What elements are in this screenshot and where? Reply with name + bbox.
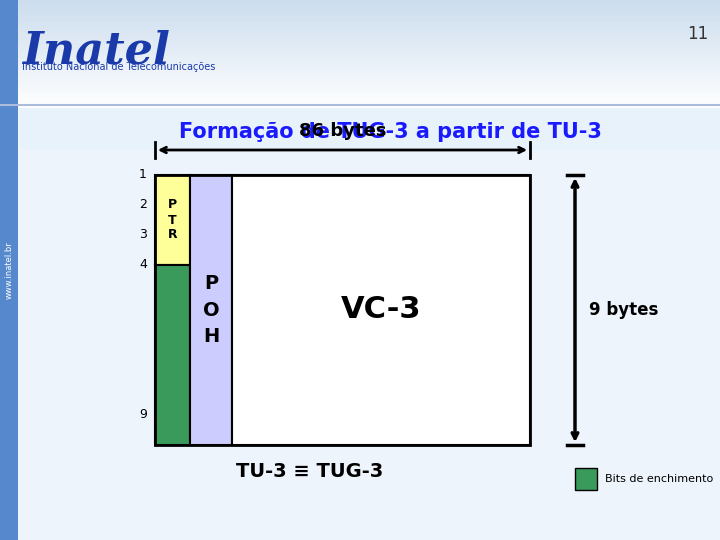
Bar xyxy=(0,85,720,86)
Text: TU-3 ≡ TUG-3: TU-3 ≡ TUG-3 xyxy=(236,462,384,481)
Bar xyxy=(232,175,530,445)
Bar xyxy=(190,175,232,445)
Bar xyxy=(0,16,720,18)
Bar xyxy=(0,76,720,77)
Bar xyxy=(0,66,720,69)
Text: 1: 1 xyxy=(139,168,147,181)
Text: 86 bytes: 86 bytes xyxy=(299,122,386,140)
Bar xyxy=(0,9,720,11)
Bar xyxy=(0,86,720,88)
Bar xyxy=(0,59,720,61)
Bar xyxy=(0,0,720,2)
Bar xyxy=(0,69,720,70)
Bar xyxy=(0,47,720,49)
Bar xyxy=(0,5,720,7)
Bar xyxy=(0,96,720,97)
Bar xyxy=(0,101,720,103)
Text: Instituto Nacional de Telecomunicações: Instituto Nacional de Telecomunicações xyxy=(22,62,215,72)
Bar xyxy=(0,106,720,108)
Text: 9 bytes: 9 bytes xyxy=(589,301,658,319)
Bar xyxy=(0,31,720,32)
Bar xyxy=(0,88,720,90)
Bar xyxy=(0,65,720,66)
Bar xyxy=(0,79,720,81)
Bar xyxy=(0,72,720,74)
Bar xyxy=(0,92,720,93)
Text: 9: 9 xyxy=(139,408,147,422)
Bar xyxy=(0,70,720,72)
Bar xyxy=(0,32,720,34)
Text: VC-3: VC-3 xyxy=(341,295,421,325)
Text: Bits de enchimento: Bits de enchimento xyxy=(605,474,714,484)
Text: 4: 4 xyxy=(139,259,147,272)
Bar xyxy=(0,100,720,540)
Bar xyxy=(0,93,720,96)
Text: 3: 3 xyxy=(139,228,147,241)
Bar xyxy=(0,63,720,65)
Bar xyxy=(0,25,720,27)
Bar xyxy=(0,18,720,20)
Bar xyxy=(0,50,720,52)
Bar xyxy=(0,43,720,45)
Bar xyxy=(0,56,720,58)
Text: P
T
R: P T R xyxy=(168,199,177,241)
Bar xyxy=(0,11,720,12)
Bar xyxy=(0,54,720,56)
Bar xyxy=(20,80,720,150)
Bar xyxy=(0,36,720,38)
Text: Formação de TUG-3 a partir de TU-3: Formação de TUG-3 a partir de TU-3 xyxy=(179,122,601,142)
Bar xyxy=(0,2,720,4)
Bar xyxy=(0,39,720,42)
Bar xyxy=(0,0,18,540)
Bar xyxy=(0,27,720,29)
Bar xyxy=(0,45,720,47)
Bar xyxy=(0,103,720,104)
Bar xyxy=(575,468,597,490)
Bar xyxy=(155,175,530,445)
Bar xyxy=(0,20,720,22)
Bar xyxy=(0,104,720,106)
Bar xyxy=(155,265,190,445)
Bar xyxy=(0,0,720,100)
Text: P
O
H: P O H xyxy=(203,274,220,346)
Bar xyxy=(0,34,720,36)
Bar xyxy=(0,58,720,59)
Bar xyxy=(0,38,720,39)
Bar xyxy=(0,29,720,31)
Text: Inatel: Inatel xyxy=(22,30,170,73)
Text: www.inatel.br: www.inatel.br xyxy=(4,241,14,299)
Bar xyxy=(0,12,720,15)
Bar xyxy=(0,42,720,43)
Bar xyxy=(0,4,720,5)
Text: 2: 2 xyxy=(139,199,147,212)
Bar xyxy=(0,22,720,23)
Bar xyxy=(0,61,720,63)
Text: 11: 11 xyxy=(687,25,708,43)
Bar xyxy=(0,52,720,54)
Bar xyxy=(0,23,720,25)
Bar xyxy=(0,15,720,16)
Bar xyxy=(0,90,720,92)
Bar xyxy=(0,7,720,9)
Bar xyxy=(0,83,720,85)
Bar xyxy=(0,97,720,99)
Bar xyxy=(0,77,720,79)
Bar xyxy=(155,175,190,265)
Bar xyxy=(0,81,720,83)
Bar xyxy=(0,99,720,101)
Bar xyxy=(0,49,720,50)
Bar xyxy=(0,74,720,76)
Bar xyxy=(0,0,720,80)
